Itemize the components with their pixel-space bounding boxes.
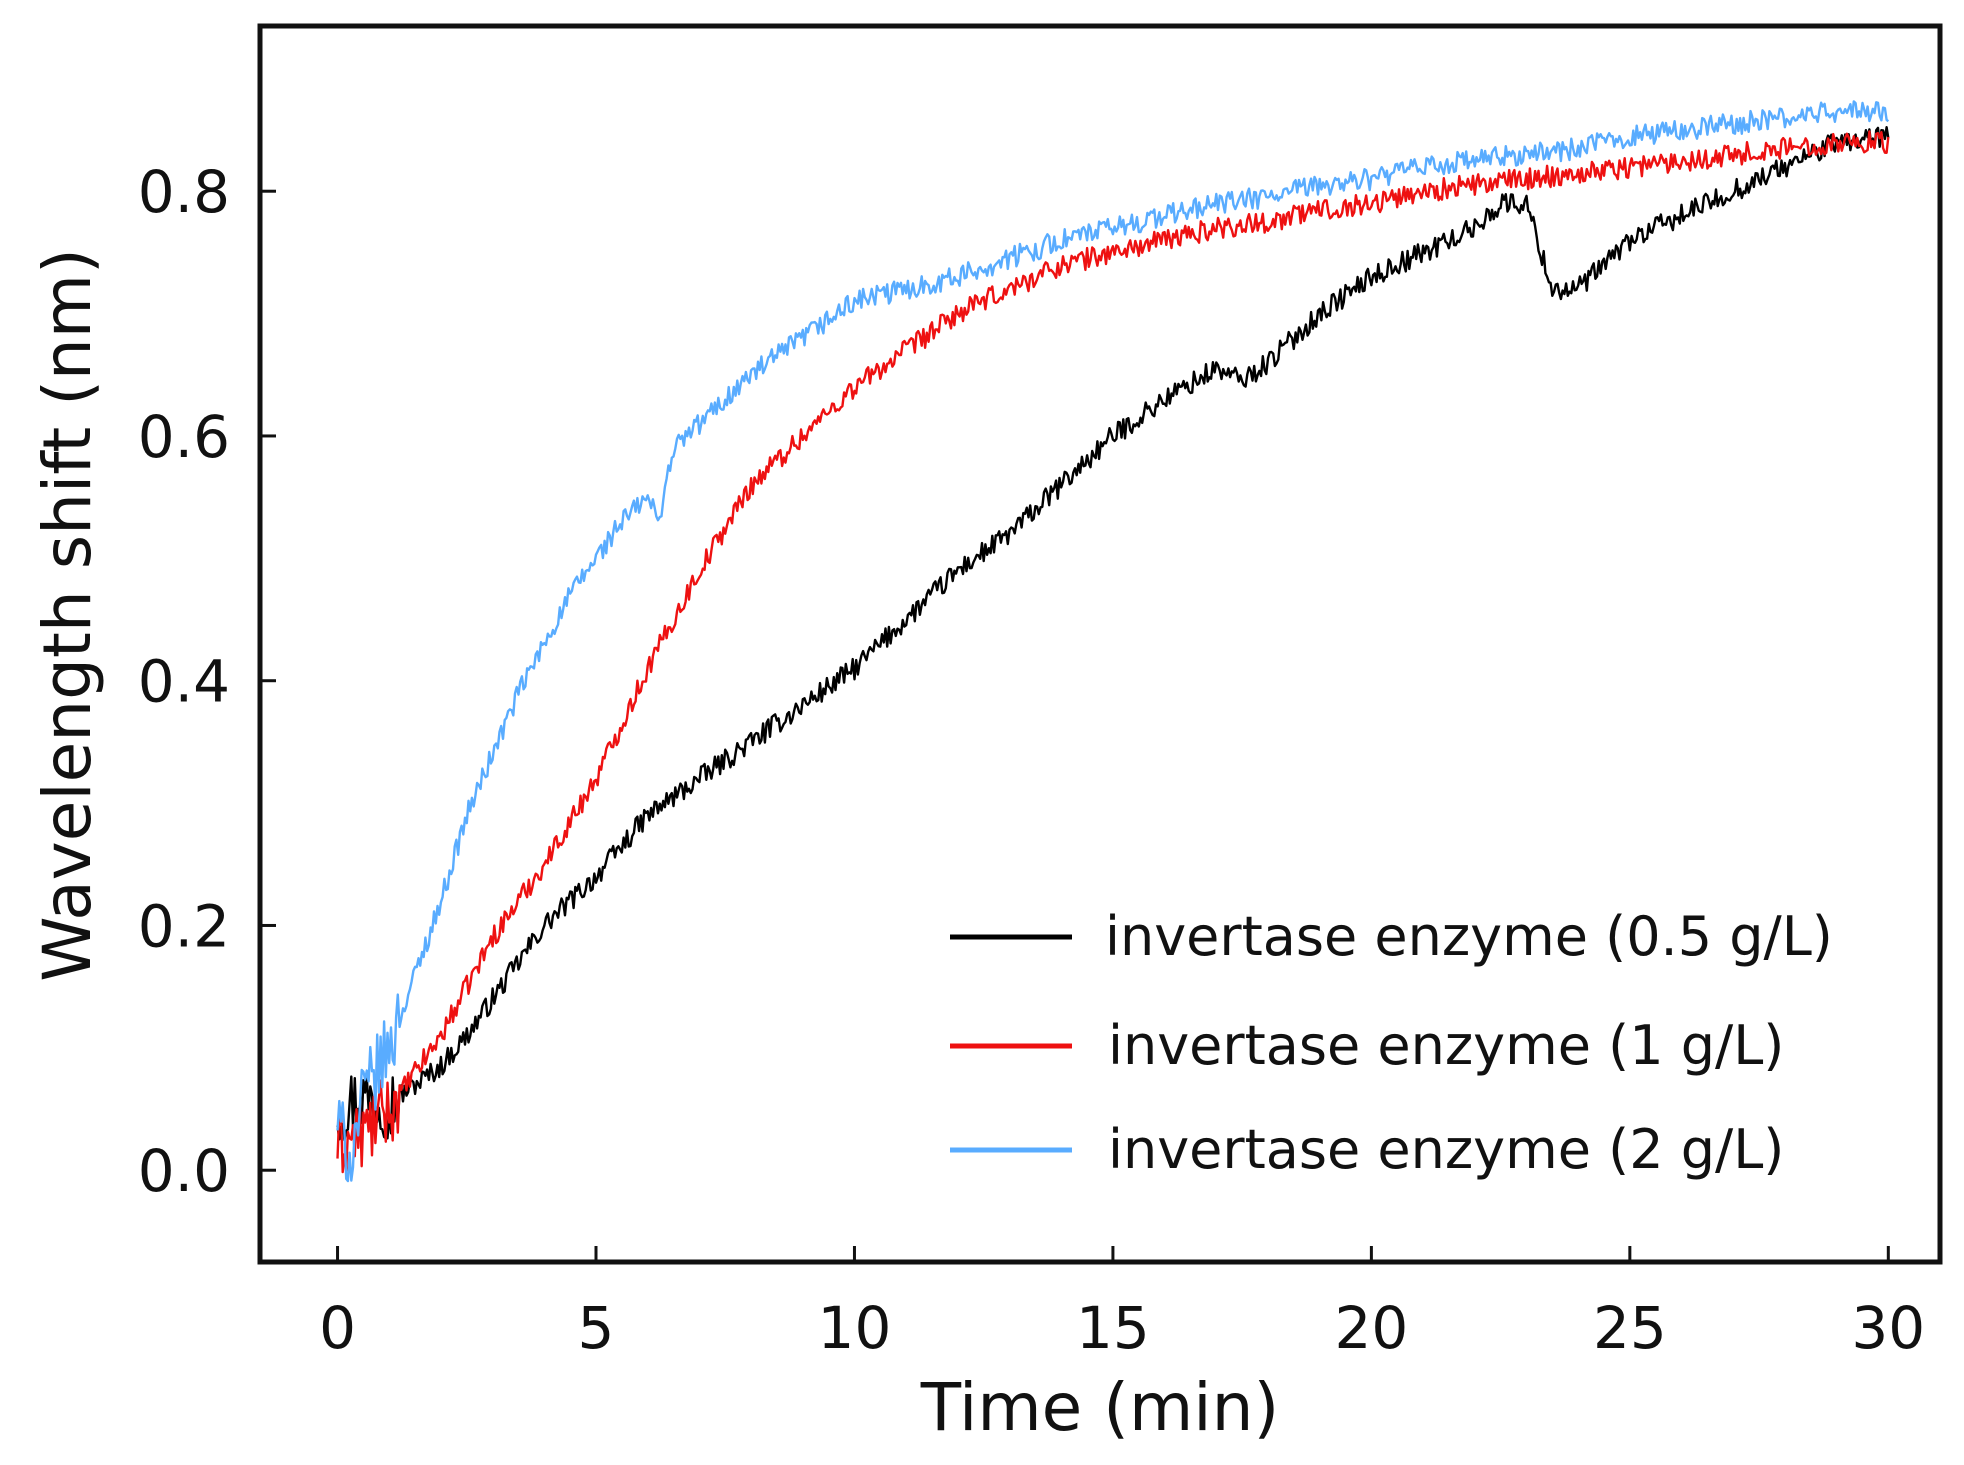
legend-label-2gl: invertase enzyme (2 g/L) <box>1108 1118 1784 1181</box>
x-axis-title: Time (min) <box>920 1369 1279 1446</box>
series-line-2gl <box>336 100 1890 1183</box>
x-tick-label: 30 <box>1851 1294 1925 1362</box>
y-axis-title: Wavelength shift (nm) <box>29 248 106 982</box>
legend-label-1gl: invertase enzyme (1 g/L) <box>1108 1014 1784 1077</box>
y-tick-label: 0.4 <box>138 648 230 716</box>
x-tick-label: 20 <box>1334 1294 1408 1362</box>
plot-frame <box>257 23 1943 1265</box>
legend-label-0.5gl: invertase enzyme (0.5 g/L) <box>1105 905 1833 968</box>
x-axis: 0 5 10 15 20 25 30 <box>319 1246 1925 1362</box>
y-tick-label: 0.6 <box>138 403 230 471</box>
x-tick-label: 0 <box>319 1294 356 1362</box>
series-line-1gl <box>336 130 1890 1174</box>
x-tick-label: 15 <box>1076 1294 1150 1362</box>
y-tick-label: 0.2 <box>138 892 230 960</box>
series-line-0.5gl <box>336 125 1890 1142</box>
x-tick-label: 10 <box>818 1294 892 1362</box>
y-tick-label: 0.0 <box>138 1137 230 1205</box>
series-layer <box>336 100 1890 1183</box>
x-tick-label: 25 <box>1593 1294 1667 1362</box>
x-tick-label: 5 <box>578 1294 615 1362</box>
y-axis: 0.0 0.2 0.4 0.6 0.8 <box>138 158 276 1205</box>
legend: invertase enzyme (0.5 g/L) invertase enz… <box>950 905 1833 1181</box>
y-tick-label: 0.8 <box>138 158 230 226</box>
